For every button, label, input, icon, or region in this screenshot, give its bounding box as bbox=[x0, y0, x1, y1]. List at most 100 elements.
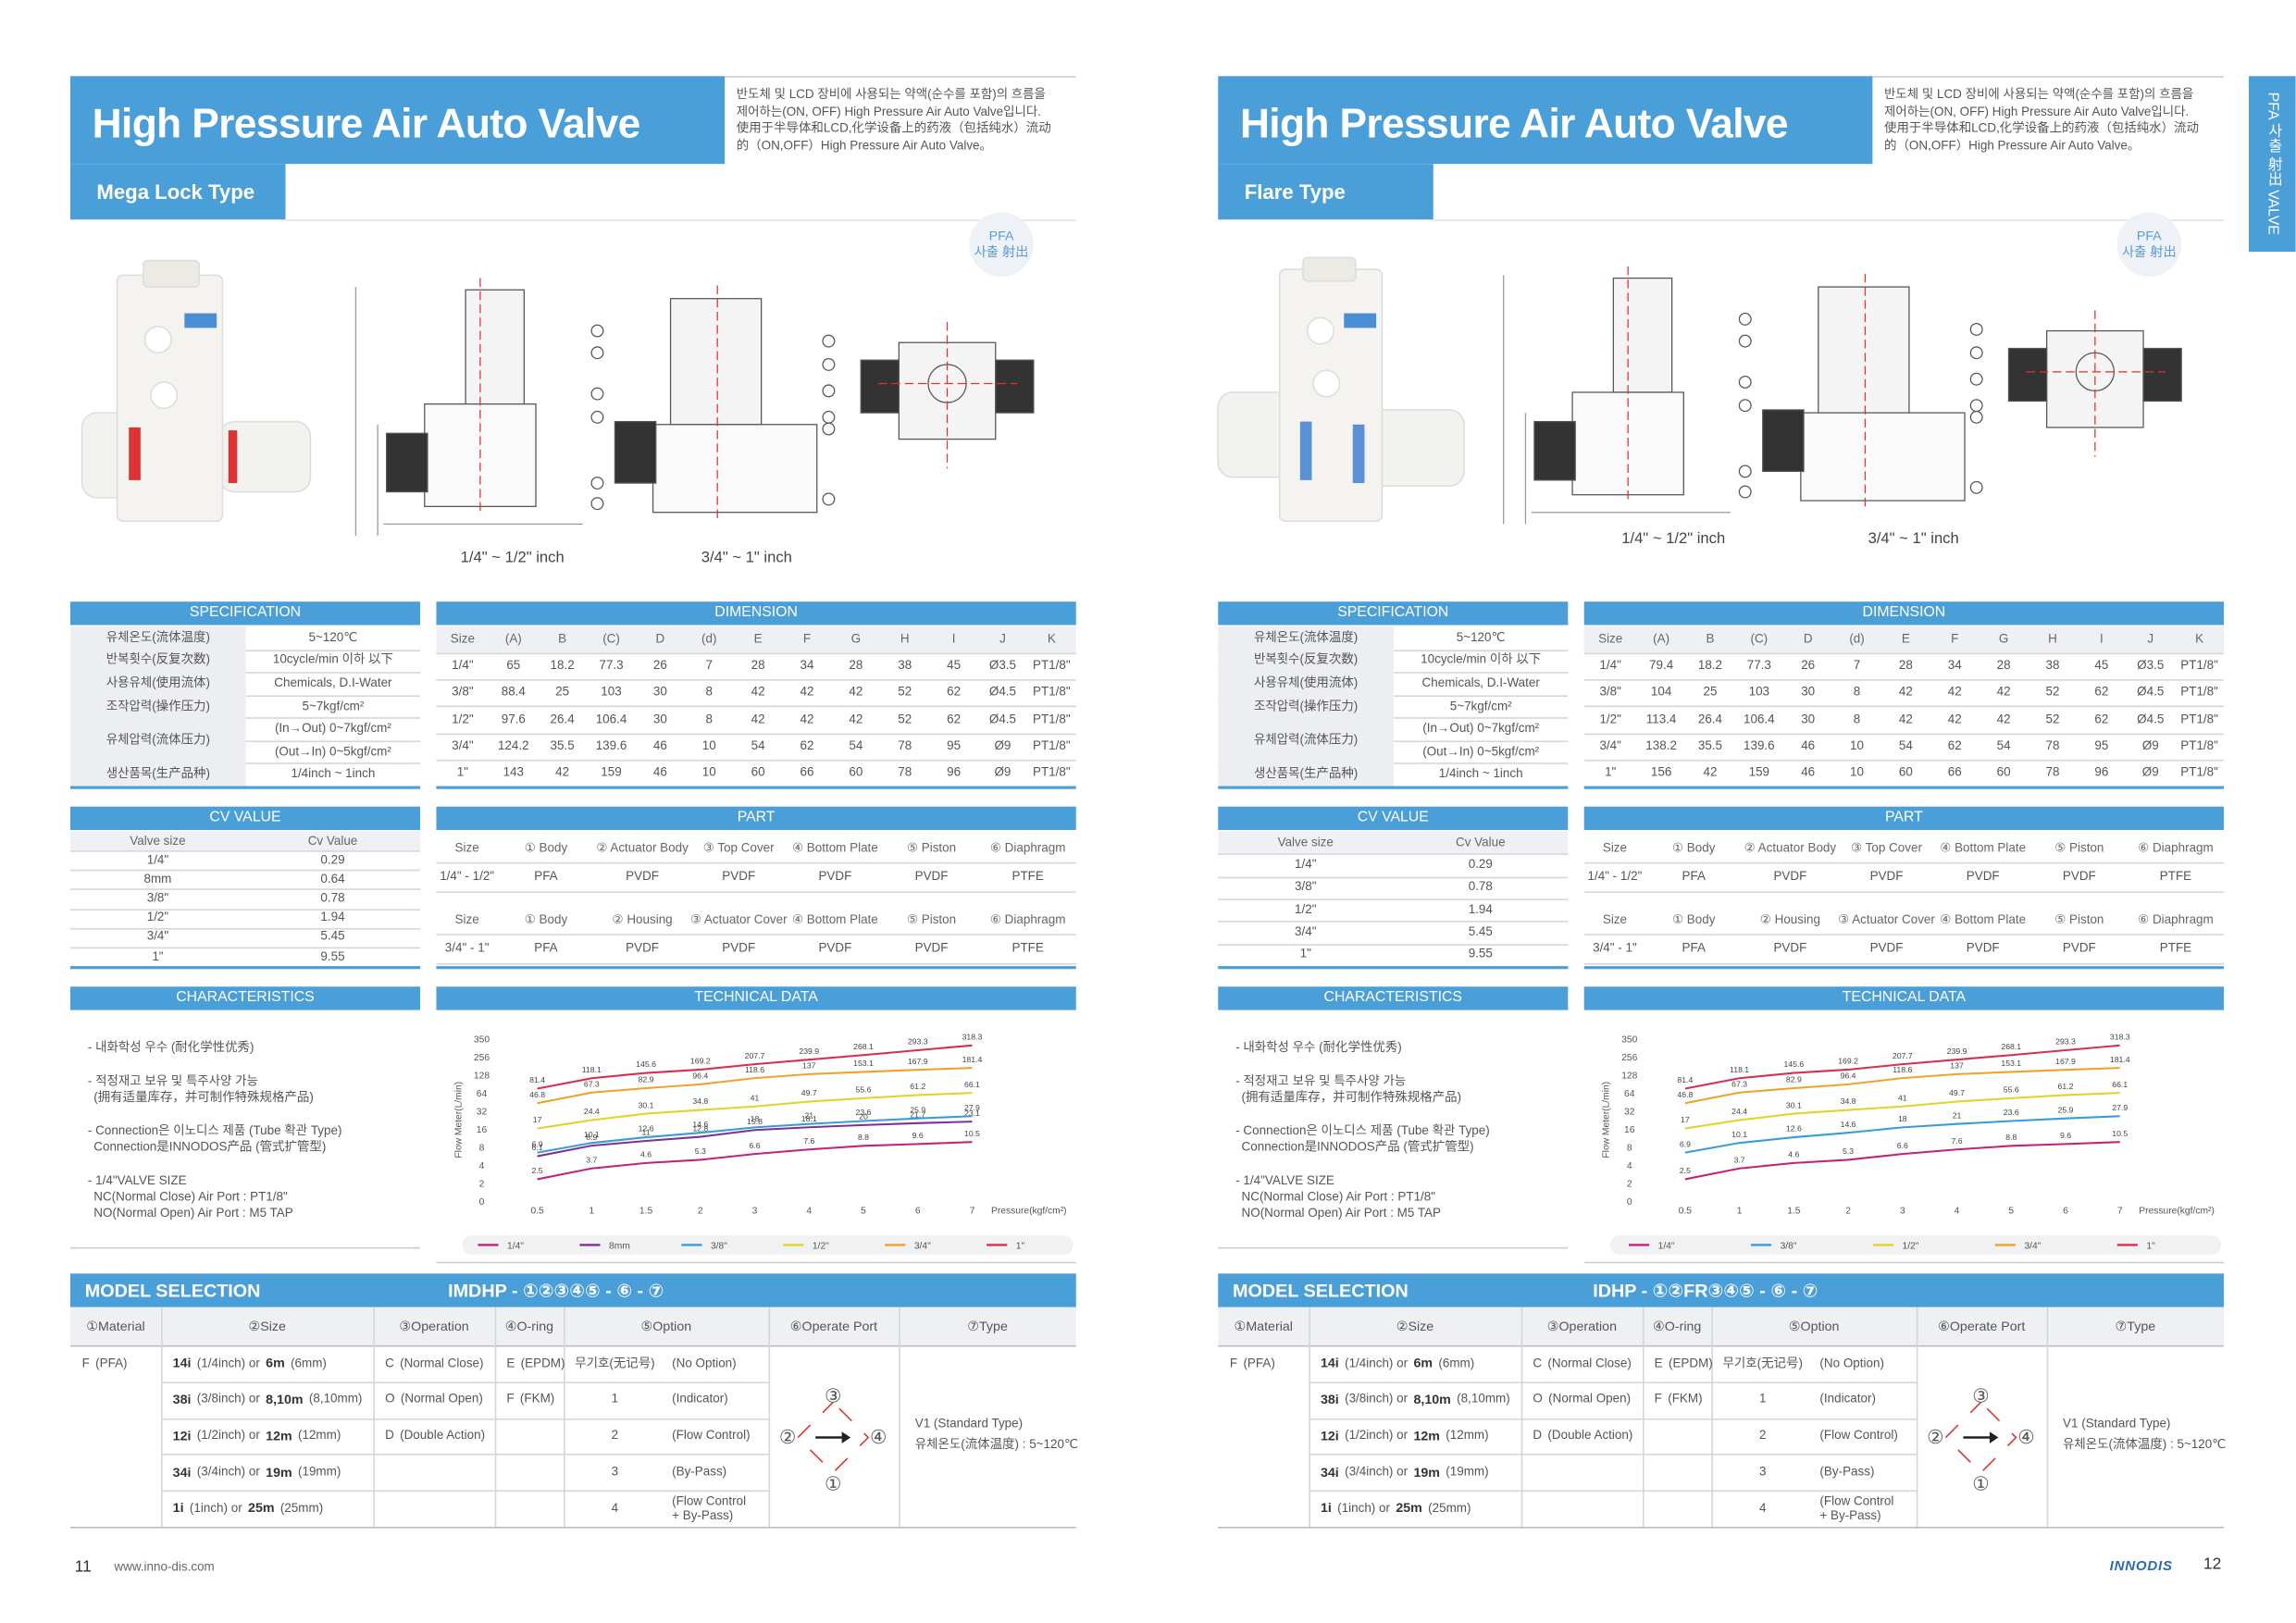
rule bbox=[1433, 219, 2225, 221]
option-code: 4 bbox=[611, 1500, 619, 1515]
table-cell: 30 bbox=[652, 711, 667, 726]
table-header-cell: Valve size bbox=[130, 832, 186, 848]
data-label: 6.6 bbox=[1897, 1141, 1908, 1150]
model-cell: 3 (By-Pass) bbox=[564, 1455, 768, 1491]
series-line bbox=[1684, 1092, 2120, 1130]
page-number: 12 bbox=[2203, 1555, 2222, 1574]
model-text: 38i bbox=[1320, 1392, 1339, 1407]
panel-title: CV VALUE bbox=[209, 810, 281, 826]
description: 제어하는(ON, OFF) High Pressure Air Auto Val… bbox=[736, 103, 1041, 118]
model-cell: 12i (1/2inch) or 12m (12mm) bbox=[1309, 1418, 1520, 1454]
table-cell: 26 bbox=[1801, 657, 1816, 673]
data-label: 2.5 bbox=[1680, 1166, 1691, 1175]
characteristic: (拥有适量库存，并可制作特殊规格产品) bbox=[1241, 1089, 1462, 1105]
x-axis-label: Pressure(kgf/cm²) bbox=[991, 1206, 1067, 1216]
rule bbox=[1394, 740, 1569, 742]
rule bbox=[1583, 732, 2225, 735]
data-label: 23.6 bbox=[2004, 1108, 2019, 1117]
table-cell: 42 bbox=[555, 763, 570, 779]
table-cell: 30 bbox=[1801, 684, 1816, 700]
rule bbox=[69, 927, 421, 930]
data-label: 46.8 bbox=[529, 1090, 545, 1099]
table-cell: 26 bbox=[652, 657, 667, 673]
data-label: 167.9 bbox=[2055, 1057, 2076, 1066]
model-text: 25m bbox=[248, 1501, 275, 1517]
table-cell: PT1/8" bbox=[2180, 737, 2218, 752]
port-label: ④ bbox=[869, 1425, 887, 1447]
table-cell: 3/8" bbox=[1599, 684, 1621, 700]
data-label: 17 bbox=[533, 1115, 542, 1124]
table-header-cell: I bbox=[2100, 631, 2104, 646]
characteristic: - 내화학성 우수 (耐化学性优秀) bbox=[1235, 1039, 1402, 1055]
table-cell: 42 bbox=[849, 684, 863, 700]
col-rule bbox=[899, 1307, 900, 1528]
table-header-cell: F bbox=[1951, 631, 1959, 646]
model-cell: E (EPDM) bbox=[495, 1345, 565, 1381]
panel-title: CHARACTERISTICS bbox=[1323, 989, 1462, 1007]
table-header-cell: ② Actuator Body bbox=[596, 839, 689, 855]
table-cell: PTFE bbox=[1011, 939, 1044, 955]
table-cell: PFA bbox=[534, 939, 558, 955]
panel-bottom bbox=[1583, 966, 2225, 969]
data-label: 6.1 bbox=[532, 1143, 543, 1152]
table-cell: PVDF bbox=[818, 868, 852, 884]
option-text: (No Option) bbox=[672, 1355, 737, 1369]
spec-label: 반복횟수(反复次数) bbox=[105, 651, 210, 667]
rule bbox=[245, 717, 421, 720]
table-cell: 8 bbox=[705, 711, 713, 726]
rule bbox=[161, 1418, 769, 1419]
rule bbox=[1218, 1527, 2225, 1529]
data-label: 268.1 bbox=[2001, 1042, 2021, 1051]
table-cell: 139.6 bbox=[1743, 737, 1775, 752]
port-body bbox=[1944, 1401, 2017, 1474]
table-cell: 10 bbox=[1850, 737, 1865, 752]
option-text: (Flow Control) bbox=[672, 1427, 751, 1443]
y-tick-label: 16 bbox=[1624, 1125, 1635, 1135]
rule bbox=[245, 740, 421, 742]
panel-header bbox=[1583, 601, 2225, 626]
col-rule bbox=[1309, 1307, 1310, 1528]
table-cell: Ø9 bbox=[994, 763, 1011, 779]
table-cell: 113.4 bbox=[1645, 711, 1677, 726]
model-text: O bbox=[385, 1391, 395, 1406]
table-cell: Ø3.5 bbox=[2137, 657, 2165, 673]
option-text: (Indicator) bbox=[1819, 1391, 1876, 1406]
table-cell: 52 bbox=[2045, 684, 2060, 700]
table-header-cell: ⑥ Diaphragm bbox=[2138, 911, 2214, 926]
table-cell: 1" bbox=[1605, 763, 1617, 779]
spec-label-bg bbox=[69, 717, 246, 763]
panel-header bbox=[436, 806, 1076, 830]
table-cell: Ø4.5 bbox=[2137, 684, 2165, 700]
data-label: 21 bbox=[1953, 1110, 1962, 1120]
x-tick-label: 1 bbox=[1737, 1206, 1743, 1216]
port-label: ① bbox=[1972, 1471, 1990, 1494]
table-cell: 3/8" bbox=[146, 890, 169, 905]
panel-title: SPECIFICATION bbox=[1337, 604, 1449, 622]
description: 반도체 및 LCD 장비에 사용되는 약액(순수를 포함)의 흐름을 bbox=[736, 86, 1046, 102]
y-tick-label: 32 bbox=[477, 1107, 488, 1117]
table-header-cell: ⑥ Diaphragm bbox=[989, 911, 1066, 926]
model-cell: D (Double Action) bbox=[1521, 1418, 1643, 1454]
table-header-cell: (C) bbox=[602, 631, 620, 646]
table-cell: 9.55 bbox=[1468, 946, 1493, 961]
table-header-cell: (d) bbox=[701, 631, 717, 646]
spec-value: 5~7kgf/cm² bbox=[1449, 697, 1512, 712]
model-text: (1inch) or bbox=[1337, 1500, 1390, 1515]
option-desc: (Flow Control + By-Pass) bbox=[672, 1493, 746, 1523]
table-cell: 42 bbox=[751, 711, 765, 726]
drawing-label: 1/4" ~ 1/2" inch bbox=[460, 549, 565, 567]
series-line bbox=[537, 1121, 973, 1158]
spec-value: Chemicals, D.I-Water bbox=[1421, 675, 1540, 690]
panel-header bbox=[1218, 601, 1569, 626]
data-label: 7.6 bbox=[803, 1136, 814, 1146]
table-cell: PVDF bbox=[1966, 868, 2000, 884]
spec-value: Chemicals, D.I-Water bbox=[274, 675, 392, 690]
table-cell: PVDF bbox=[722, 939, 756, 955]
model-cell: D (Double Action) bbox=[373, 1418, 494, 1454]
table-cell: 9.55 bbox=[320, 948, 345, 963]
y-tick-label: 8 bbox=[479, 1143, 485, 1153]
legend-label: 1/4" bbox=[507, 1241, 524, 1251]
table-cell: PVDF bbox=[1773, 868, 1807, 884]
model-text: (EPDM) bbox=[1668, 1355, 1713, 1369]
rule bbox=[436, 861, 1076, 864]
